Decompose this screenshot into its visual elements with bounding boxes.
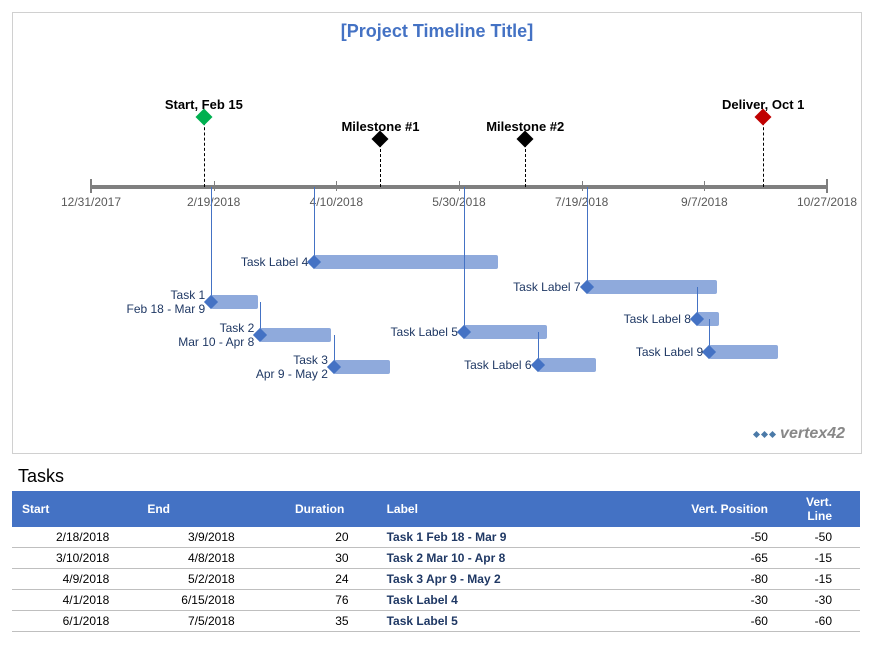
task-leader-line <box>211 187 212 302</box>
col-duration: Duration <box>263 491 377 527</box>
axis-tick <box>91 181 92 191</box>
axis-tick <box>827 181 828 191</box>
axis-tick-label: 12/31/2017 <box>61 195 121 209</box>
cell-start: 3/10/2018 <box>12 548 137 569</box>
cell-start: 2/18/2018 <box>12 527 137 548</box>
table-row: 4/9/20185/2/201824Task 3 Apr 9 - May 2-8… <box>12 569 860 590</box>
task-leader-line <box>314 187 315 262</box>
task-bar <box>464 325 547 339</box>
cell-duration: 20 <box>263 527 377 548</box>
col-vline: Vert. Line <box>796 491 860 527</box>
timeline-chart: [Project Timeline Title] 12/31/2017 2/19/… <box>12 12 862 454</box>
cell-end: 6/15/2018 <box>137 590 262 611</box>
cell-duration: 30 <box>263 548 377 569</box>
task-label: Task 2Mar 10 - Apr 8 <box>178 321 254 350</box>
task-bar <box>709 345 778 359</box>
task-label: Task 3Apr 9 - May 2 <box>256 353 328 382</box>
task-bar <box>260 328 331 342</box>
cell-end: 3/9/2018 <box>137 527 262 548</box>
axis-tick-label: 2/19/2018 <box>187 195 240 209</box>
axis-tick <box>336 181 337 191</box>
cell-vline: -15 <box>796 569 860 590</box>
milestone-leader-line <box>204 117 205 187</box>
task-bar <box>538 358 597 372</box>
task-label: Task Label 7 <box>513 280 580 294</box>
cell-vpos: -60 <box>629 611 796 632</box>
vertex42-logo: vertex42 <box>753 425 845 443</box>
table-row: 6/1/20187/5/201835Task Label 5-60-60 <box>12 611 860 632</box>
task-bar <box>334 360 390 374</box>
cell-label: Task 1 Feb 18 - Mar 9 <box>377 527 630 548</box>
chart-title: [Project Timeline Title] <box>341 21 533 42</box>
col-end: End <box>137 491 262 527</box>
axis-tick-label: 5/30/2018 <box>432 195 485 209</box>
cell-vpos: -50 <box>629 527 796 548</box>
task-bar <box>211 295 258 309</box>
cell-vline: -30 <box>796 590 860 611</box>
task-label: Task Label 8 <box>624 312 691 326</box>
milestone-label: Start, Feb 15 <box>165 97 243 112</box>
task-leader-line <box>587 187 588 287</box>
cell-duration: 76 <box>263 590 377 611</box>
logo-icon <box>753 431 776 438</box>
col-label: Label <box>377 491 630 527</box>
table-title: Tasks <box>18 466 864 487</box>
cell-label: Task Label 4 <box>377 590 630 611</box>
cell-end: 7/5/2018 <box>137 611 262 632</box>
milestone-label: Milestone #2 <box>486 119 564 134</box>
task-label: Task Label 9 <box>636 345 703 359</box>
task-label: Task Label 4 <box>241 255 308 269</box>
cell-vline: -50 <box>796 527 860 548</box>
axis-tick <box>459 181 460 191</box>
table-row: 2/18/20183/9/201820Task 1 Feb 18 - Mar 9… <box>12 527 860 548</box>
cell-label: Task 3 Apr 9 - May 2 <box>377 569 630 590</box>
task-bar <box>314 255 498 269</box>
task-label: Task 1Feb 18 - Mar 9 <box>127 288 206 317</box>
logo-text: vertex42 <box>780 425 845 443</box>
milestone-label: Milestone #1 <box>341 119 419 134</box>
cell-label: Task 2 Mar 10 - Apr 8 <box>377 548 630 569</box>
axis-tick <box>582 181 583 191</box>
task-label: Task Label 6 <box>464 358 531 372</box>
cell-start: 6/1/2018 <box>12 611 137 632</box>
cell-vline: -60 <box>796 611 860 632</box>
cell-start: 4/1/2018 <box>12 590 137 611</box>
cell-vpos: -65 <box>629 548 796 569</box>
cell-vpos: -30 <box>629 590 796 611</box>
tasks-table: Start End Duration Label Vert. Position … <box>12 491 860 632</box>
task-leader-line <box>464 187 465 332</box>
cell-label: Task Label 5 <box>377 611 630 632</box>
cell-duration: 35 <box>263 611 377 632</box>
axis-tick-label: 9/7/2018 <box>681 195 728 209</box>
col-start: Start <box>12 491 137 527</box>
cell-vline: -15 <box>796 548 860 569</box>
axis-tick-label: 10/27/2018 <box>797 195 857 209</box>
task-label: Task Label 5 <box>391 325 458 339</box>
axis-tick-label: 4/10/2018 <box>310 195 363 209</box>
table-row: 3/10/20184/8/201830Task 2 Mar 10 - Apr 8… <box>12 548 860 569</box>
milestone-leader-line <box>763 117 764 187</box>
cell-vpos: -80 <box>629 569 796 590</box>
milestone-label: Deliver, Oct 1 <box>722 97 804 112</box>
cell-end: 5/2/2018 <box>137 569 262 590</box>
axis-tick-label: 7/19/2018 <box>555 195 608 209</box>
col-vpos: Vert. Position <box>629 491 796 527</box>
cell-duration: 24 <box>263 569 377 590</box>
axis-tick <box>214 181 215 191</box>
cell-end: 4/8/2018 <box>137 548 262 569</box>
cell-start: 4/9/2018 <box>12 569 137 590</box>
table-header-row: Start End Duration Label Vert. Position … <box>12 491 860 527</box>
axis-tick <box>704 181 705 191</box>
table-row: 4/1/20186/15/201876Task Label 4-30-30 <box>12 590 860 611</box>
